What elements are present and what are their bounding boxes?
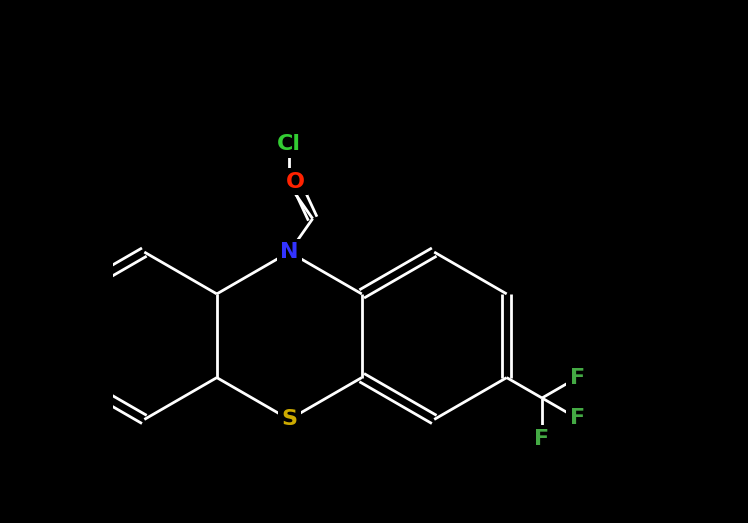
Text: F: F (570, 368, 585, 388)
Text: S: S (281, 410, 297, 429)
Text: Cl: Cl (278, 134, 301, 154)
Text: O: O (286, 172, 305, 192)
Text: F: F (570, 408, 585, 428)
Text: F: F (535, 429, 550, 449)
Text: N: N (280, 242, 298, 262)
